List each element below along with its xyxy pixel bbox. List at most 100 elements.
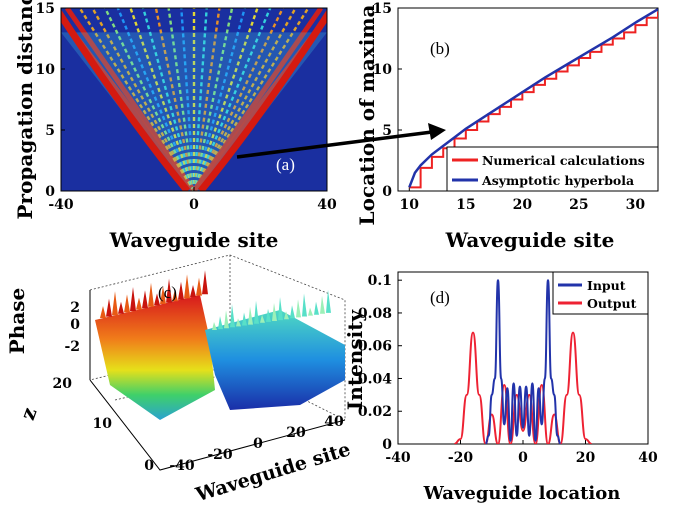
y-tick-label-b: 10 bbox=[373, 62, 393, 78]
z-tick-label-c: 0 bbox=[70, 317, 80, 333]
surface-spike bbox=[178, 281, 184, 300]
heatmap-ray bbox=[64, 8, 197, 191]
legend-label-input: Input bbox=[587, 278, 626, 293]
axes-front-c bbox=[89, 290, 346, 471]
panel-d-label: (d) bbox=[430, 288, 450, 307]
surface-spike bbox=[112, 291, 118, 316]
surface-spike bbox=[106, 298, 112, 317]
y-axis-title-a: Propagation distance bbox=[13, 0, 37, 219]
surface-spike bbox=[290, 305, 295, 319]
y-axis-title-c: z bbox=[15, 404, 41, 423]
heatmap-ray bbox=[78, 8, 196, 191]
surface-spike bbox=[266, 308, 271, 322]
x-tick-label-d: -20 bbox=[448, 450, 474, 466]
surface-spike bbox=[148, 282, 154, 307]
x-tick-label-a: 0 bbox=[189, 197, 199, 213]
heatmap-ray bbox=[167, 8, 196, 191]
x-tick-label-c: 20 bbox=[286, 425, 306, 441]
y-tick-label-d: 0.08 bbox=[358, 306, 392, 322]
surface-spike bbox=[326, 289, 331, 313]
surface-spike bbox=[136, 297, 142, 310]
panel-a-label: (a) bbox=[276, 155, 295, 174]
y-tick-label-d: 0.1 bbox=[368, 273, 392, 289]
x-tick-label-c: 40 bbox=[324, 414, 344, 430]
y-tick-label-d: 0.04 bbox=[358, 371, 392, 387]
x-tick-label-d: 20 bbox=[576, 450, 596, 466]
heatmap-edge-right bbox=[197, 9, 327, 191]
z-tick-label-c: -2 bbox=[64, 339, 80, 355]
heatmap-ray bbox=[104, 8, 196, 191]
y-tick-label-c: 0 bbox=[144, 458, 154, 474]
y-tick-label-a: 15 bbox=[36, 1, 55, 17]
heatmap-ray bbox=[192, 8, 259, 191]
ticks-d: -40 -20 0 20 40 0 0.02 0.04 0.06 0.08 0.1 bbox=[358, 273, 658, 466]
surface-spike bbox=[130, 287, 136, 311]
x-tick-label-d: -40 bbox=[385, 450, 411, 466]
heatmap-ray bbox=[192, 8, 221, 191]
z-tick-label-c: 2 bbox=[70, 300, 80, 316]
surface-spike bbox=[190, 285, 196, 297]
y-tick-label-d: 0.02 bbox=[358, 404, 392, 420]
surface-spike bbox=[118, 301, 124, 314]
surface-spike bbox=[296, 299, 301, 318]
legend-d: Input Output bbox=[552, 271, 649, 315]
surface-spike bbox=[166, 278, 172, 303]
x-tick-label-a: 40 bbox=[317, 197, 337, 213]
legend-box-b bbox=[446, 146, 659, 192]
connector-arrow bbox=[236, 123, 446, 159]
y-tick-label-d: 0 bbox=[382, 437, 392, 453]
y-tick-label-d: 0.06 bbox=[358, 339, 392, 355]
surface-spike bbox=[142, 290, 148, 309]
x-tick-label-c: 0 bbox=[253, 436, 263, 452]
surface-spike bbox=[260, 314, 265, 323]
series-asymptotic-hyperbola-line bbox=[408, 8, 658, 188]
legend-label-hyperbola: Asymptotic hyperbola bbox=[481, 173, 634, 188]
z-axis-title-c: Phase bbox=[5, 288, 29, 355]
x-tick-label-d: 0 bbox=[518, 450, 528, 466]
x-tick-label-a: -40 bbox=[48, 197, 74, 213]
surface-spike bbox=[160, 286, 166, 304]
legend-label-output: Output bbox=[587, 296, 637, 311]
surface-spikes-right bbox=[212, 289, 331, 330]
surface-spike bbox=[308, 307, 313, 316]
surface-spike bbox=[230, 304, 235, 328]
heatmap-ray bbox=[192, 8, 234, 191]
heatmap-ray bbox=[192, 8, 246, 191]
heatmap-halo bbox=[61, 32, 327, 191]
x-tick-label-b: 15 bbox=[456, 197, 475, 213]
y-tick-label-a: 10 bbox=[36, 62, 56, 78]
surface-spike bbox=[202, 270, 208, 295]
panel-b: 10 15 20 25 30 0 5 10 15 (b) Numerical calculati… bbox=[355, 1, 659, 252]
heatmap-edge-left bbox=[61, 9, 191, 191]
ticks-b: 10 15 20 25 30 0 5 10 15 bbox=[373, 1, 646, 213]
heatmap-ray bbox=[192, 8, 208, 191]
surface-spike bbox=[314, 301, 319, 315]
legend-label-numerical: Numerical calculations bbox=[482, 153, 645, 168]
y-axis-title-d: Intensity bbox=[343, 309, 367, 410]
surface-spike bbox=[278, 297, 283, 321]
x-axis-title-b: Waveguide site bbox=[445, 228, 615, 252]
surface-spike bbox=[172, 289, 178, 302]
x-axis-title-d: Waveguide location bbox=[423, 483, 621, 504]
panel-b-label: (b) bbox=[430, 39, 450, 58]
surface-spike bbox=[184, 274, 190, 299]
heatmap-ray bbox=[116, 8, 196, 191]
panel-d: -40 -20 0 20 40 0 0.02 0.04 0.06 0.08 0.1 (d) Inpu… bbox=[343, 271, 658, 504]
surface-spike bbox=[124, 294, 130, 313]
surface-spike bbox=[212, 322, 217, 330]
x-tick-label-b: 20 bbox=[513, 197, 533, 213]
y-tick-label-a: 0 bbox=[45, 184, 55, 200]
surface-spike bbox=[242, 312, 247, 326]
surface-spikes bbox=[100, 270, 208, 318]
panel-c-label: (c) bbox=[158, 283, 177, 302]
legend-box-d bbox=[552, 271, 649, 315]
x-tick-label-b: 10 bbox=[400, 197, 420, 213]
x-tick-label-c: -40 bbox=[169, 458, 195, 474]
surface-left bbox=[95, 295, 215, 420]
heatmap-ray bbox=[129, 8, 196, 191]
y-tick-label-b: 15 bbox=[373, 1, 392, 17]
